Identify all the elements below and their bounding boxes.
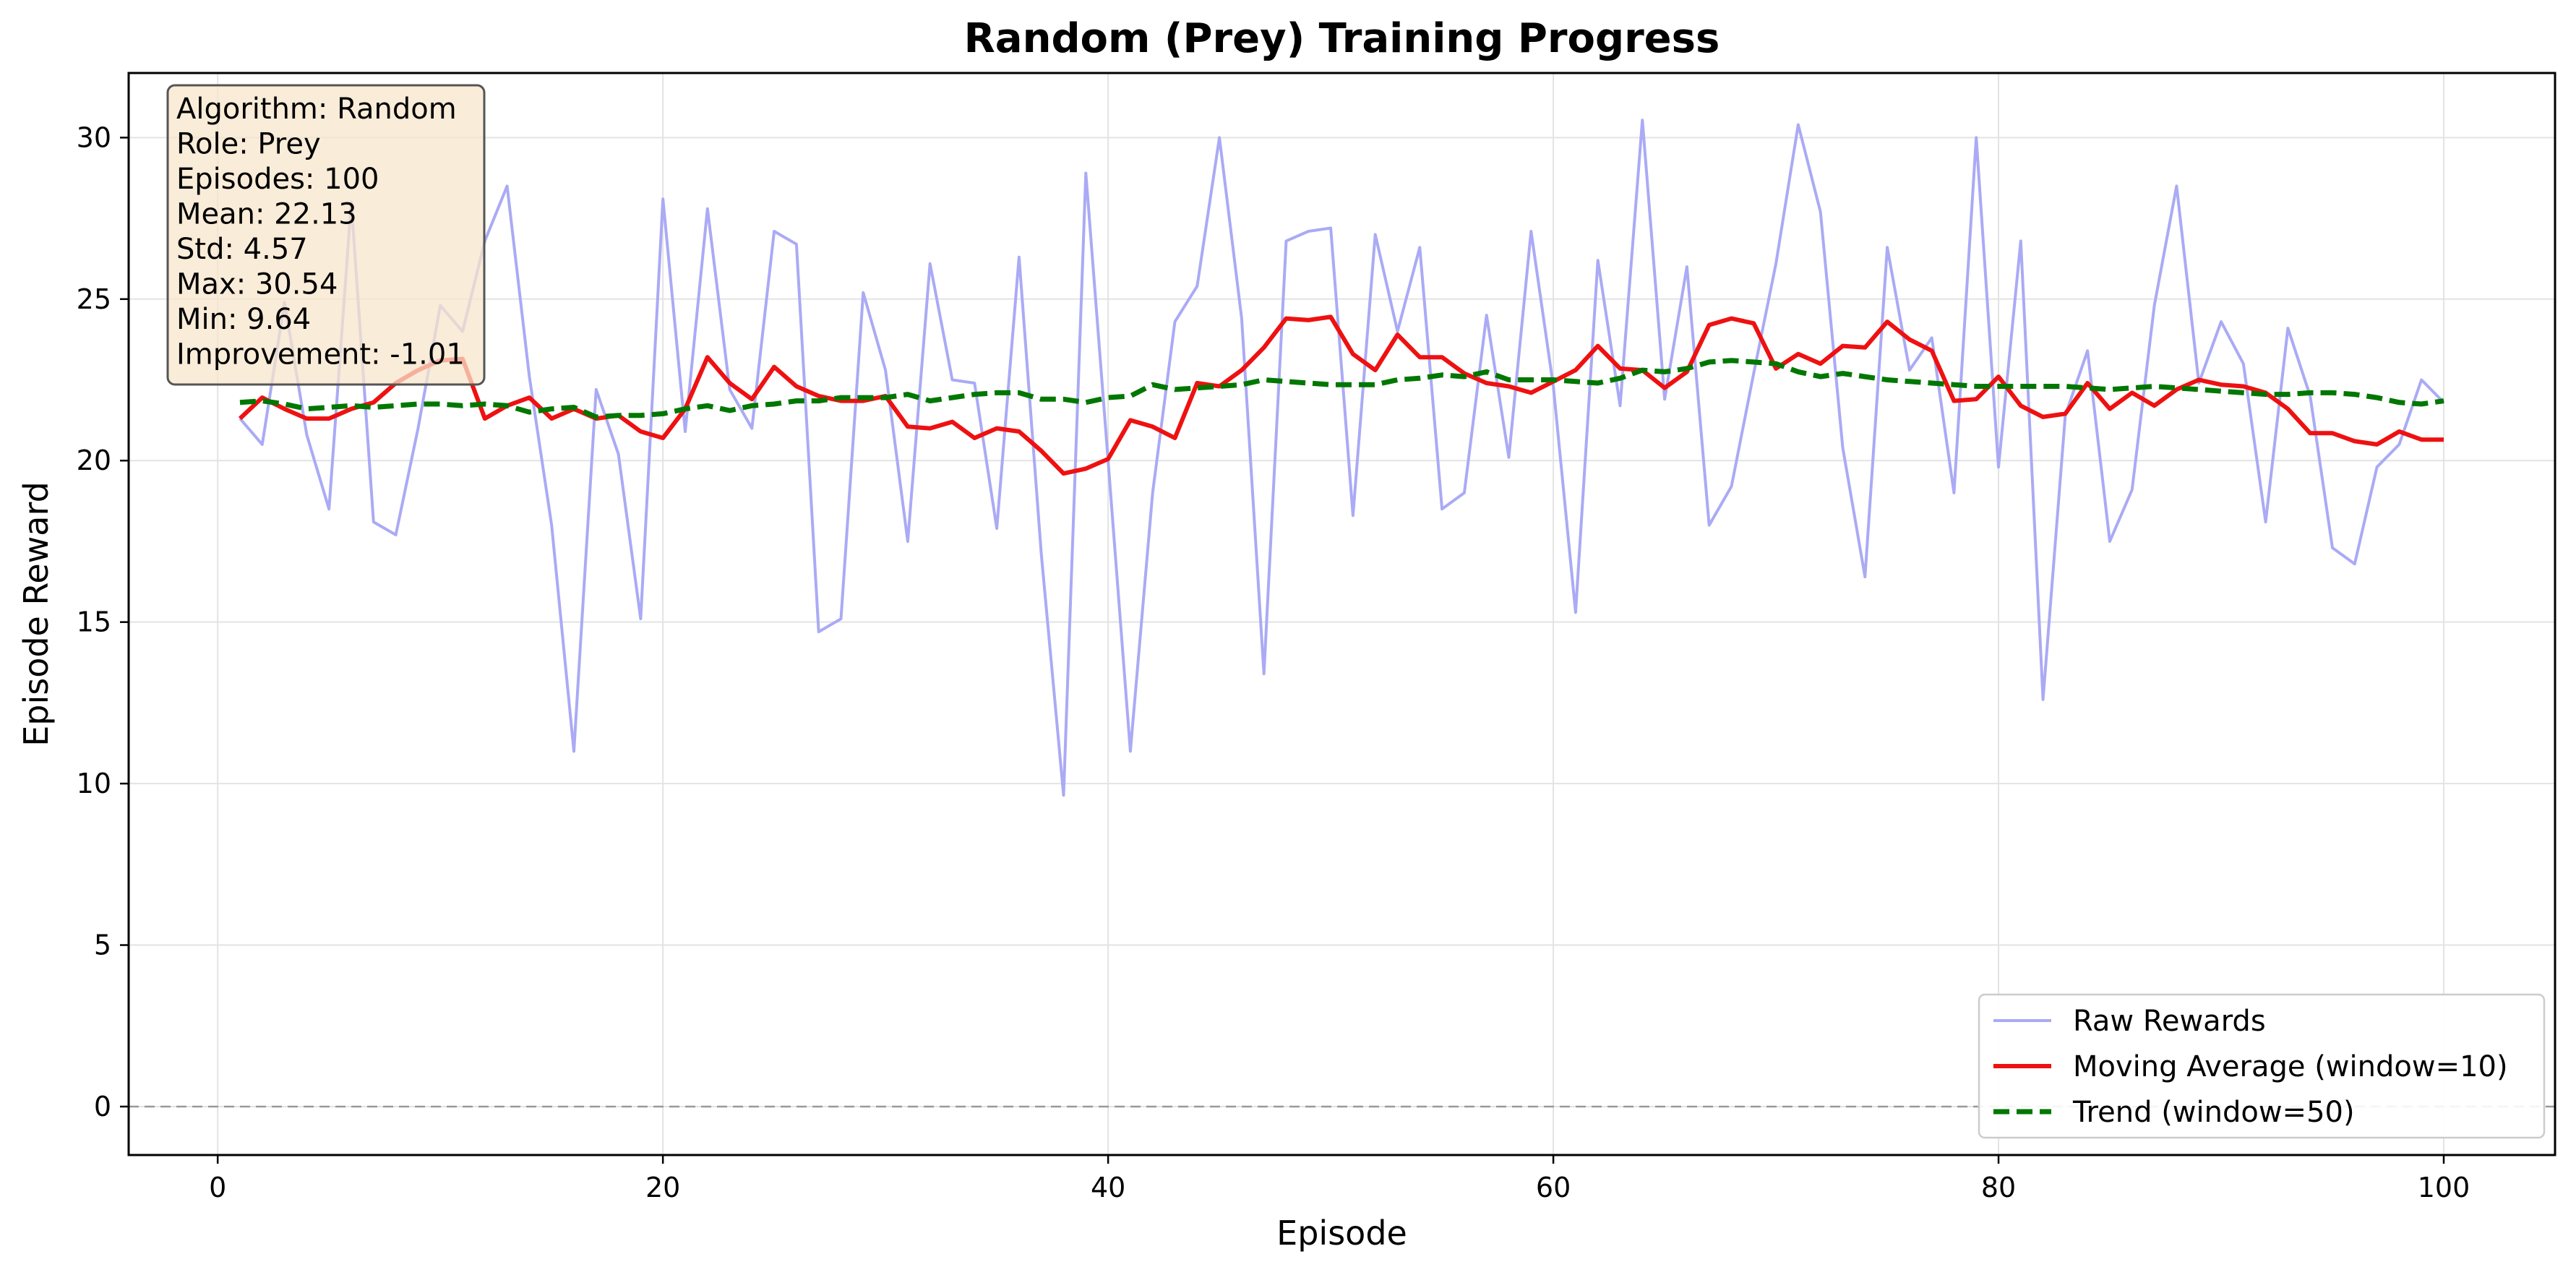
legend-label: Moving Average (window=10) — [2073, 1050, 2508, 1083]
y-tick-label: 5 — [94, 930, 111, 961]
y-tick-label: 0 — [94, 1091, 111, 1122]
series-layer — [238, 119, 2445, 797]
x-tick-label: 0 — [209, 1172, 226, 1203]
x-axis-label: Episode — [1276, 1214, 1407, 1253]
stats-box-background — [166, 84, 486, 386]
x-tick-label: 80 — [1981, 1172, 2016, 1203]
y-tick-label: 20 — [77, 445, 111, 476]
series-line-3 — [239, 358, 2444, 420]
stats-line: Std: 4.57 — [176, 233, 308, 266]
stats-line: Episodes: 100 — [176, 163, 379, 196]
legend-label: Trend (window=50) — [2072, 1096, 2355, 1129]
x-tick-label: 40 — [1091, 1172, 1125, 1203]
legend-label: Raw Rewards — [2073, 1005, 2266, 1038]
legend-background — [1978, 993, 2546, 1139]
x-tick-label: 60 — [1536, 1172, 1571, 1203]
series-line-1 — [239, 119, 2445, 797]
series-line-2 — [238, 314, 2444, 476]
stats-line: Max: 30.54 — [176, 268, 338, 301]
ticks-layer: 0 20 40 60 80 100 0 5 10 15 20 25 30 — [77, 121, 2470, 1203]
stats-line: Mean: 22.13 — [176, 198, 357, 231]
y-axis-label: Episode Reward — [17, 481, 56, 747]
grid-layer — [129, 73, 2555, 1155]
stats-line: Role: Prey — [176, 128, 321, 161]
x-tick-label: 20 — [645, 1172, 680, 1203]
x-tick-label: 100 — [2418, 1172, 2470, 1203]
y-tick-label: 25 — [77, 283, 111, 315]
stats-line: Improvement: -1.01 — [176, 338, 465, 372]
legend: Raw Rewards Moving Average (window=10) Tre… — [1978, 993, 2546, 1139]
y-tick-label: 30 — [77, 121, 111, 153]
stats-line: Min: 9.64 — [176, 303, 311, 336]
y-tick-label: 10 — [77, 768, 111, 799]
stats-line: Algorithm: Random — [176, 93, 457, 126]
chart-title: Random (Prey) Training Progress — [964, 15, 1720, 62]
plot-frame — [127, 72, 2556, 1156]
y-tick-label: 15 — [77, 606, 111, 638]
